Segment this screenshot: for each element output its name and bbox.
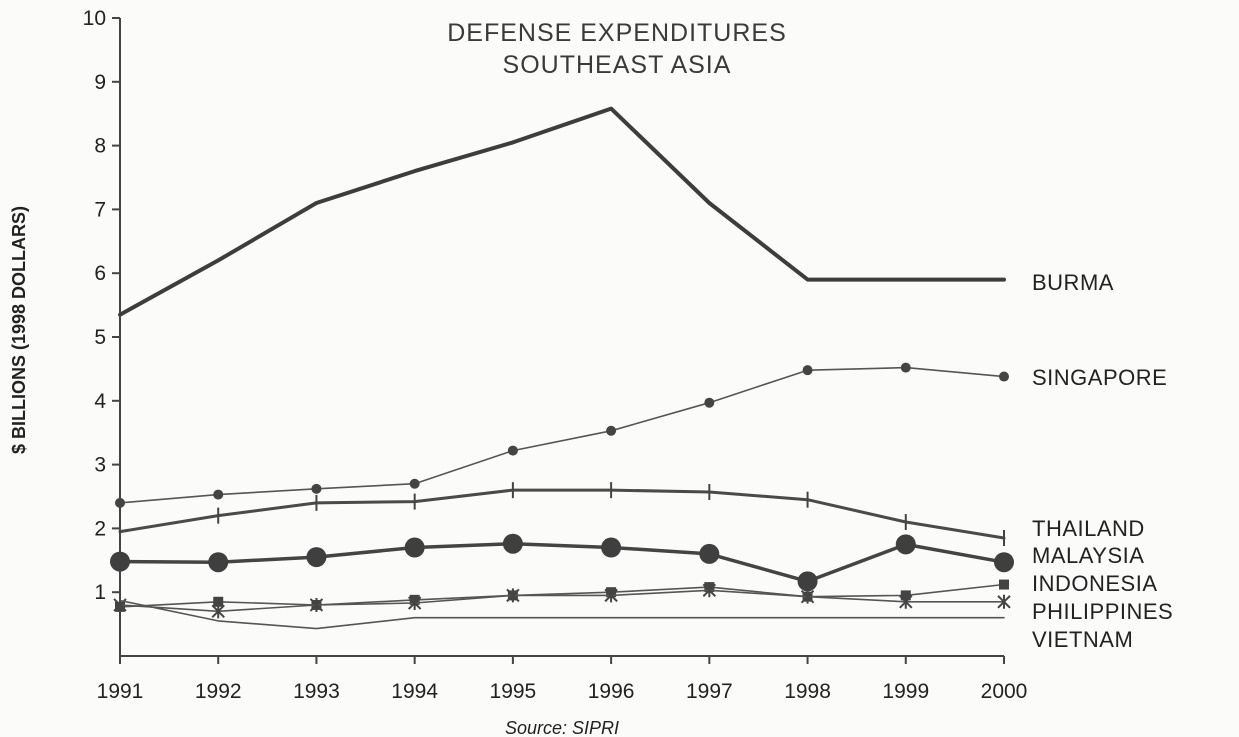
data-point-malaysia [110, 551, 130, 572]
data-point-philippines [506, 588, 520, 603]
y-tick-label: 8 [94, 135, 106, 158]
data-point-philippines [899, 594, 913, 609]
x-tick-label: 2000 [981, 680, 1028, 703]
data-point-singapore [311, 483, 322, 494]
data-point-malaysia [208, 552, 229, 573]
data-point-singapore [802, 365, 813, 376]
series-layer [110, 106, 1014, 630]
data-point-malaysia [797, 571, 818, 592]
data-point-philippines [800, 589, 815, 604]
x-ticks: 1991 1992 1993 1994 1995 1996 1997 1998 1999 2000 [97, 656, 1028, 703]
series-line-philippines [119, 589, 1005, 613]
series-line-thailand [118, 488, 1006, 540]
series-label-burma: BURMA [1032, 270, 1114, 295]
series-line-singapore [119, 366, 1005, 504]
y-tick-label: 10 [83, 7, 106, 30]
series-line-vietnam [119, 599, 1005, 630]
y-tick-label: 5 [94, 326, 106, 349]
data-point-singapore [507, 445, 518, 456]
x-tick-label: 1992 [195, 680, 242, 703]
data-point-singapore [213, 489, 224, 500]
series-line-malaysia [118, 541, 1006, 584]
series-label-indonesia: INDONESIA [1032, 571, 1158, 596]
series-singapore [115, 362, 1009, 508]
data-point-singapore [704, 397, 715, 408]
data-point-indonesia [213, 596, 224, 607]
y-tick-label: 6 [94, 262, 106, 285]
series-label-malaysia: MALAYSIA [1032, 543, 1144, 568]
y-ticks: 1 2 3 4 5 6 7 8 9 10 [83, 7, 120, 604]
data-point-malaysia [699, 543, 720, 564]
series-burma [118, 106, 1006, 317]
x-tick-label: 1991 [97, 680, 144, 703]
y-tick-label: 7 [94, 198, 106, 221]
chart-title-line-2: SOUTHEAST ASIA [503, 51, 732, 79]
data-point-singapore [115, 497, 125, 508]
x-tick-label: 1998 [784, 680, 831, 703]
x-tick-label: 1999 [882, 680, 929, 703]
data-point-malaysia [502, 533, 523, 554]
x-tick-label: 1996 [588, 680, 635, 703]
data-point-malaysia [306, 547, 327, 568]
data-point-malaysia [404, 537, 425, 558]
series-line-indonesia [119, 583, 1005, 608]
x-tick-label: 1994 [391, 680, 438, 703]
series-label-philippines: PHILIPPINES [1032, 599, 1173, 624]
data-point-singapore [606, 425, 617, 436]
chart-title-line-1: DEFENSE EXPENDITURES [447, 19, 787, 47]
data-point-singapore [999, 371, 1009, 382]
series-malaysia [110, 533, 1014, 592]
y-tick-label: 1 [94, 581, 106, 604]
data-point-malaysia [895, 534, 916, 555]
y-tick-label: 9 [94, 71, 106, 94]
data-point-philippines [407, 596, 422, 611]
y-axis-label: $ BILLIONS (1998 DOLLARS) [9, 206, 29, 454]
series-label-singapore: SINGAPORE [1032, 365, 1167, 390]
data-point-singapore [409, 478, 420, 489]
x-tick-label: 1997 [686, 680, 733, 703]
series-label-vietnam: VIETNAM [1032, 627, 1133, 652]
data-point-philippines [997, 594, 1011, 609]
y-tick-label: 2 [94, 517, 106, 540]
series-line-burma [118, 106, 1006, 317]
data-point-malaysia [994, 552, 1014, 573]
series-label-thailand: THAILAND [1032, 516, 1145, 541]
series-thailand [118, 482, 1006, 546]
data-point-singapore [900, 362, 911, 373]
data-point-philippines [309, 597, 324, 612]
data-point-philippines [604, 588, 618, 603]
y-tick-label: 3 [94, 454, 106, 477]
x-tick-label: 1995 [490, 680, 537, 703]
series-philippines [113, 583, 1011, 619]
y-tick-label: 4 [94, 390, 106, 413]
x-tick-label: 1993 [293, 680, 340, 703]
data-point-malaysia [601, 537, 622, 558]
series-vietnam [119, 599, 1005, 630]
data-point-philippines [702, 583, 717, 598]
data-point-indonesia [999, 579, 1009, 590]
data-point-philippines [211, 604, 225, 619]
source-note: Source: SIPRI [505, 718, 619, 737]
